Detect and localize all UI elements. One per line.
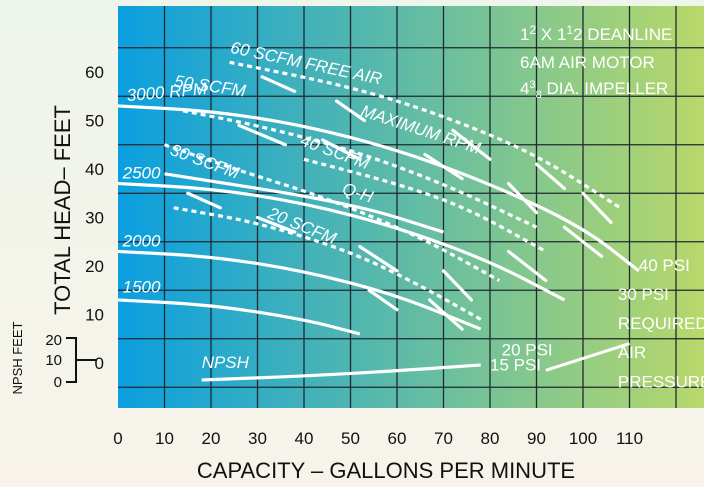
series-line-1	[117, 181, 566, 302]
label-2500: 2500	[122, 164, 161, 183]
npsh-axis-label: NPSH FEET	[10, 321, 25, 394]
series-line-4	[201, 363, 481, 382]
isobar-dash	[507, 249, 548, 283]
label-air: AIR	[618, 343, 646, 362]
curves	[117, 60, 640, 382]
x-tick-label: 110	[616, 429, 643, 448]
scfm-line-0	[229, 60, 622, 210]
grid	[118, 6, 704, 408]
label-pressure: PRESSURE	[618, 372, 704, 391]
y-tick-label: 30	[85, 209, 104, 228]
isobar-dash	[237, 123, 287, 147]
y-tick-label: 40	[85, 160, 104, 179]
npsh-tick-label: 10	[45, 352, 62, 369]
x-tick-label: 50	[341, 429, 360, 448]
x-axis-label: CAPACITY – GALLONS PER MINUTE	[197, 458, 575, 483]
y-tick-label: 0	[95, 354, 104, 373]
isobar-dash	[441, 269, 473, 302]
series-line-0	[117, 104, 640, 273]
x-tick-label: 100	[569, 429, 597, 448]
x-tick-label: 60	[388, 429, 407, 448]
isobar-dash	[367, 288, 399, 312]
pressure-leader-line	[545, 342, 630, 372]
label-2000: 2000	[122, 232, 161, 251]
isobar-dash	[260, 75, 297, 94]
isobar-dash	[186, 191, 222, 210]
x-tick-label: 0	[113, 429, 122, 448]
isobar-dash	[534, 162, 567, 190]
isobar-dash	[427, 298, 464, 331]
npsh-tick-labels: 20 10 0	[45, 332, 62, 391]
isobar-dash	[581, 191, 613, 224]
spec-line-3: 438 DIA. IMPELLER	[520, 79, 668, 101]
y-tick-labels: 60 50 40 30 20 10 0	[85, 63, 104, 373]
label-40-psi: 40 PSI	[639, 256, 690, 275]
isobar-dash	[423, 152, 464, 181]
label-1500: 1500	[123, 278, 161, 297]
label-20-psi: 20 PSI	[502, 341, 553, 360]
npsh-axis-bracket	[66, 337, 96, 383]
x-tick-label: 10	[155, 429, 174, 448]
isobar-dash	[451, 128, 492, 161]
x-tick-label: 80	[481, 429, 500, 448]
label-15-psi: 15 PSI	[490, 355, 541, 374]
y-tick-label: 10	[85, 306, 104, 325]
series-line-3	[117, 298, 361, 336]
npsh-tick-label: 0	[54, 374, 62, 391]
isobar-dash	[321, 138, 362, 161]
scfm-line-1	[182, 109, 538, 229]
isobar-dash	[507, 181, 539, 215]
series-line-2	[117, 249, 482, 331]
scfm-line-5	[164, 172, 444, 234]
label-npsh: NPSH	[202, 353, 250, 372]
spec-line-1: 12 X 112 DEANLINE	[520, 23, 672, 44]
npsh-tick-label: 20	[45, 332, 62, 349]
y-axis-label: TOTAL HEAD– FEET	[50, 105, 75, 315]
label-30-psi: 30 PSI	[618, 285, 669, 304]
isobar-dash	[255, 215, 297, 234]
scfm-line-2	[303, 157, 547, 253]
scfm-line-4	[173, 206, 482, 321]
x-tick-label: 40	[295, 429, 314, 448]
y-tick-label: 60	[85, 63, 104, 82]
x-tick-label: 90	[527, 429, 546, 448]
x-tick-label: 30	[248, 429, 267, 448]
label-required: REQUIRED	[618, 314, 704, 333]
x-tick-label: 70	[434, 429, 453, 448]
x-tick-labels: 0 10 20 30 40 50 60 70 80 90 100 110	[113, 429, 643, 448]
x-tick-label: 20	[202, 429, 221, 448]
y-tick-label: 50	[85, 112, 104, 131]
y-tick-label: 20	[85, 257, 104, 276]
spec-line-2: 6AM AIR MOTOR	[520, 53, 655, 72]
isobar-dash	[562, 225, 604, 258]
isobar-dash	[358, 245, 399, 273]
isobar-dash	[334, 99, 367, 123]
